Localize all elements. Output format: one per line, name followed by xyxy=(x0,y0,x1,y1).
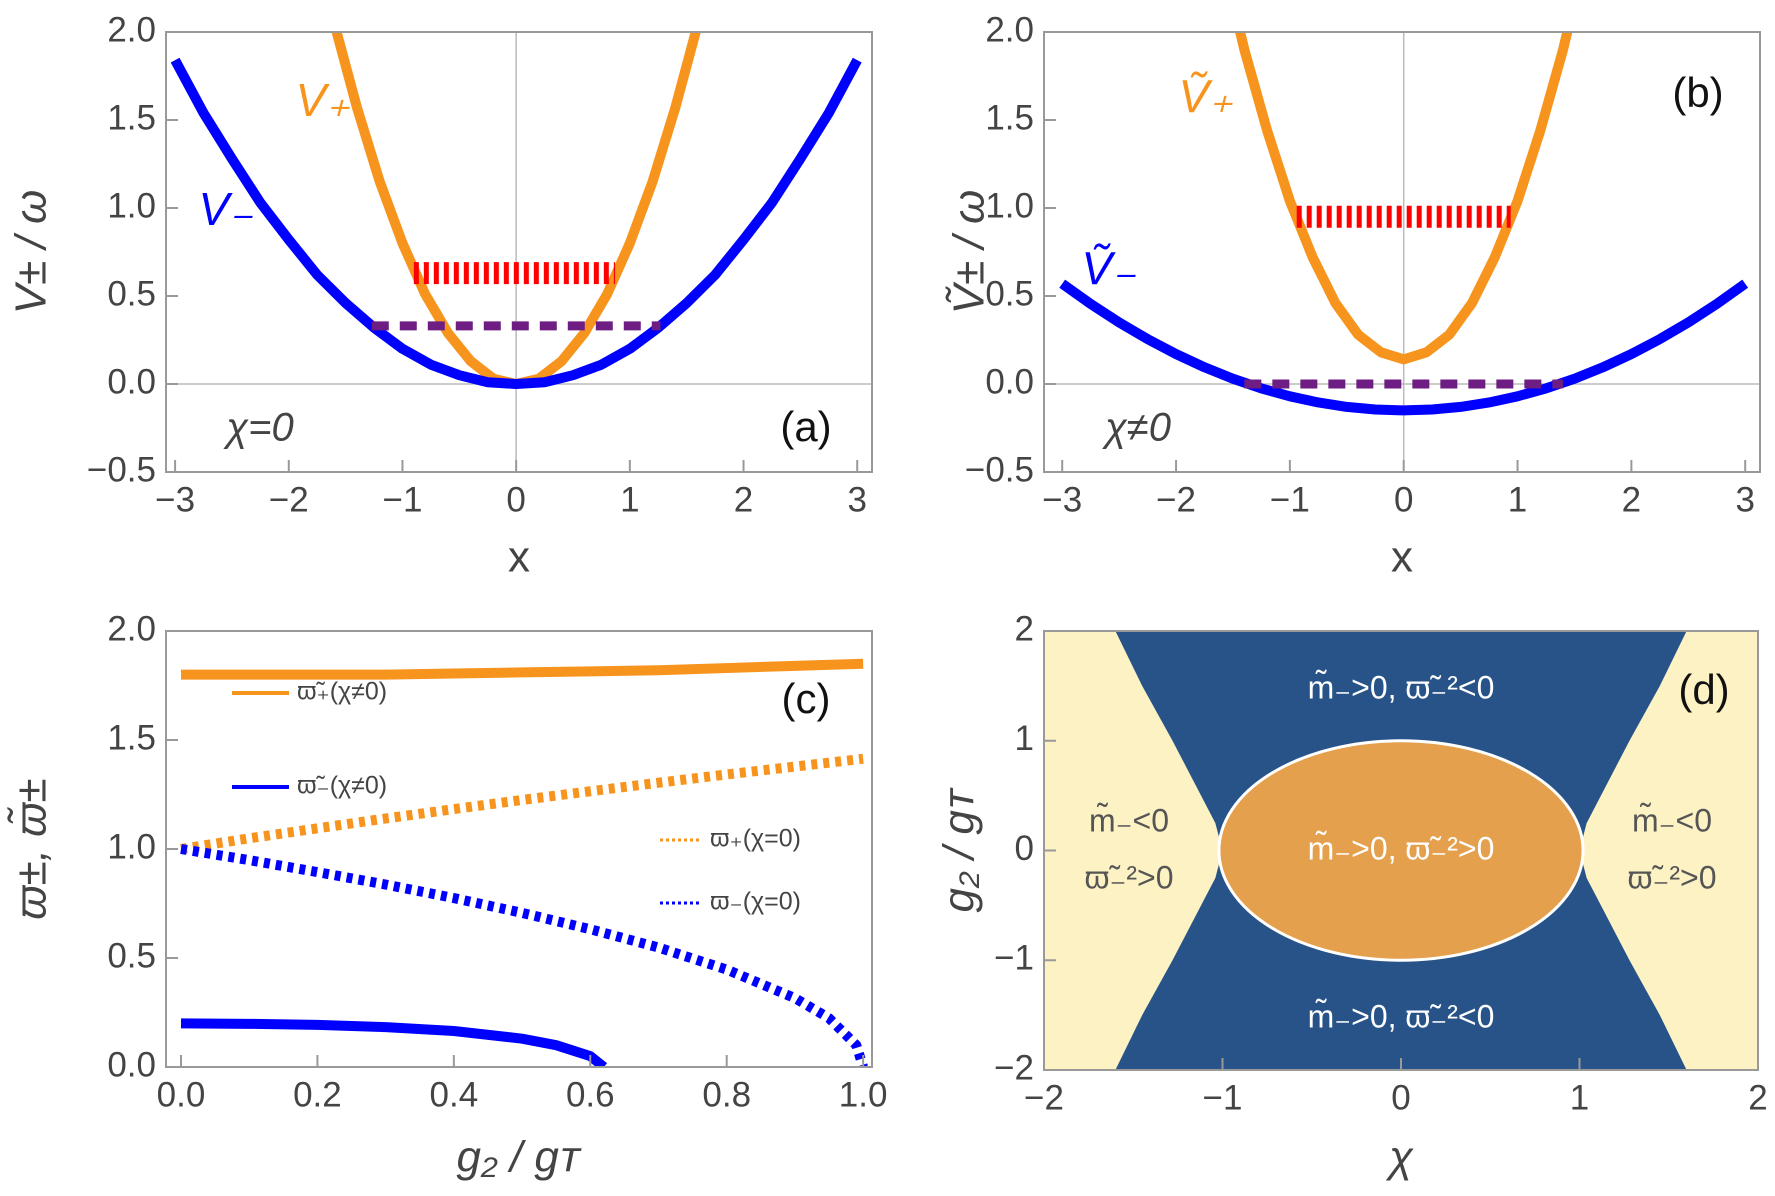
frame xyxy=(1043,31,1761,473)
plot-area xyxy=(166,32,872,472)
x-tick-label: 2 xyxy=(734,480,753,519)
y-tick-label: 0.5 xyxy=(107,274,156,313)
y-tick-label: 2 xyxy=(1015,609,1034,648)
series-line xyxy=(1234,32,1573,365)
x-axis-label: x xyxy=(1391,533,1413,582)
series-label: V₊ xyxy=(296,74,351,126)
legend-label: ϖ₊(χ=0) xyxy=(710,825,801,853)
annotation: m̃₋>0, ϖ̃₋²<0 xyxy=(1308,998,1495,1034)
plot-area xyxy=(180,658,868,1067)
panel-label: (c) xyxy=(782,675,831,722)
x-tick-label: 0 xyxy=(1391,1078,1410,1117)
y-axis-label: ϖ±, ϖ̃± xyxy=(7,778,56,919)
x-tick-label: 1.0 xyxy=(839,1075,888,1114)
y-tick-label: 0.0 xyxy=(107,362,156,401)
y-tick-label: 2.0 xyxy=(107,609,156,648)
region-ellipse xyxy=(1217,739,1585,962)
y-tick-label: 2.0 xyxy=(107,10,156,49)
y-tick-label: 1.0 xyxy=(107,827,156,866)
x-tick-label: 1 xyxy=(1570,1078,1589,1117)
y-tick-label: 1.0 xyxy=(107,186,156,225)
y-tick-label: 0.5 xyxy=(985,274,1034,313)
y-tick-label: −0.5 xyxy=(965,450,1034,489)
annotation: m̃₋>0, ϖ̃₋²>0 xyxy=(1308,830,1495,866)
frame xyxy=(165,31,873,473)
plot-area xyxy=(1044,32,1760,472)
series-label: Ṽ₊ xyxy=(1179,70,1234,122)
x-tick-label: 1 xyxy=(620,480,639,519)
x-tick-label: −1 xyxy=(383,480,423,519)
annotation: χ=0 xyxy=(223,406,293,450)
y-tick-label: −1 xyxy=(994,939,1034,978)
plot-area xyxy=(1044,631,1758,1070)
y-axis-label: Ṽ± / ω xyxy=(944,190,994,314)
x-tick-label: −2 xyxy=(269,480,309,519)
x-tick-label: −3 xyxy=(1042,480,1082,519)
y-tick-label: 0.0 xyxy=(107,1045,156,1084)
legend-label: ϖ₋(χ=0) xyxy=(710,888,801,916)
annotation: ϖ̃₋²>0 xyxy=(1627,859,1716,895)
x-axis-label: x xyxy=(508,533,530,582)
x-tick-label: 1 xyxy=(1508,480,1527,519)
series-line xyxy=(180,1018,608,1067)
panel: ϖ̃₊(χ≠0) ϖ̃₋(χ≠0) ϖ₊(χ=0) ϖ₋(χ=0) 0.0 0.2 0.4 0… xyxy=(7,609,888,1181)
annotation: ϖ̃₋²>0 xyxy=(1084,859,1173,895)
panel-label: (b) xyxy=(1672,69,1723,116)
y-tick-label: 1.5 xyxy=(107,98,156,137)
x-tick-label: −2 xyxy=(1024,1078,1064,1117)
x-axis-label: χ xyxy=(1385,1133,1414,1182)
x-tick-label: 0 xyxy=(1394,480,1413,519)
panel: V₊ V₋ −3 −2 −1 0 1 2 3 −0.5 0.0 0.5 1.0 1.5 2.0 x V± / ω… xyxy=(7,10,873,582)
series-line xyxy=(180,844,868,1067)
series-line xyxy=(181,658,864,680)
legend-label: ϖ̃₋(χ≠0) xyxy=(297,772,387,800)
legend-label: ϖ̃₊(χ≠0) xyxy=(297,678,387,706)
y-tick-label: −0.5 xyxy=(87,450,156,489)
x-tick-label: 3 xyxy=(1735,480,1754,519)
y-tick-label: 0 xyxy=(1015,829,1034,868)
y-axis-label: V± / ω xyxy=(7,190,56,314)
x-tick-label: 0.0 xyxy=(157,1075,206,1114)
y-tick-label: 1.0 xyxy=(985,186,1034,225)
y-tick-label: 1.5 xyxy=(107,718,156,757)
x-tick-label: 0 xyxy=(506,480,525,519)
annotation: χ≠0 xyxy=(1102,406,1171,450)
y-tick-label: 1.5 xyxy=(985,98,1034,137)
series-label: Ṽ₋ xyxy=(1082,242,1137,294)
annotation: m̃₋<0 xyxy=(1089,802,1169,838)
y-tick-label: 1 xyxy=(1015,719,1034,758)
y-tick-label: −2 xyxy=(994,1048,1034,1087)
series-line xyxy=(1059,279,1749,416)
series-label: V₋ xyxy=(199,183,254,235)
y-axis-label: g₂ / gᴛ xyxy=(935,787,984,912)
y-tick-label: 0.0 xyxy=(985,362,1034,401)
x-tick-label: 0.2 xyxy=(293,1075,342,1114)
x-tick-label: −1 xyxy=(1270,480,1310,519)
x-tick-label: 0.4 xyxy=(430,1075,479,1114)
x-tick-label: 3 xyxy=(847,480,866,519)
x-tick-label: 0.6 xyxy=(566,1075,615,1114)
y-tick-label: 2.0 xyxy=(985,10,1034,49)
x-tick-label: 2 xyxy=(1748,1078,1767,1117)
x-tick-label: 0.8 xyxy=(702,1075,751,1114)
y-tick-label: 0.5 xyxy=(107,936,156,975)
panel-label: (a) xyxy=(780,403,831,450)
x-tick-label: −1 xyxy=(1203,1078,1243,1117)
x-tick-label: −2 xyxy=(1156,480,1196,519)
panel-label: (d) xyxy=(1678,666,1729,713)
panel: Ṽ₊ Ṽ₋ −3 −2 −1 0 1 2 3 −0.5 0.0 0.5 1.0 1.5 2.0 x Ṽ± / ω… xyxy=(944,10,1761,582)
x-tick-label: 2 xyxy=(1622,480,1641,519)
panel: −2 −1 0 1 2 −2 −1 0 1 2 χ g₂ / gᴛ (d) m̃₋>0, ϖ̃₋²<0 m̃… xyxy=(935,609,1768,1181)
series-line xyxy=(170,57,862,389)
annotation: m̃₋<0 xyxy=(1632,802,1712,838)
x-tick-label: −3 xyxy=(155,480,195,519)
x-axis-label: g₂ / gᴛ xyxy=(456,1133,581,1182)
annotation: m̃₋>0, ϖ̃₋²<0 xyxy=(1308,669,1495,705)
